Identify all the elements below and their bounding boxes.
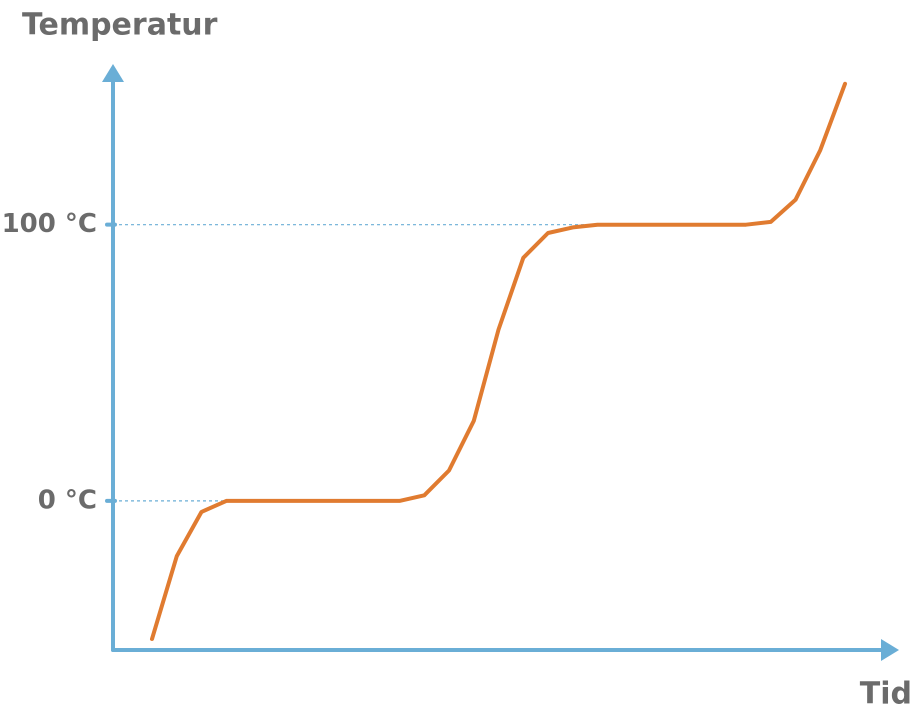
y-axis-label: Temperatur [22,8,218,43]
y-tick-label: 100 °C [2,209,97,239]
data-line [150,81,847,641]
y-tick-label: 0 °C [38,485,97,515]
y-axis-arrow [102,64,124,82]
x-axis-arrow [881,639,899,661]
x-axis-label: Tid [860,677,912,712]
